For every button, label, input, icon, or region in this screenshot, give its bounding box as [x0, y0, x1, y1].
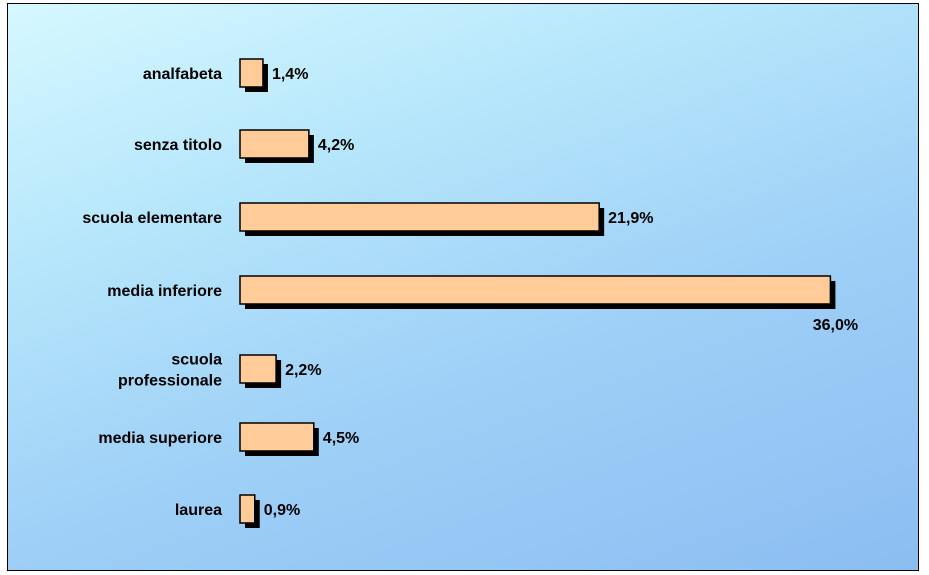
bar-chart: analfabeta 1,4% senza titolo 4,2% scuola ele… [82, 58, 858, 528]
chart-area: analfabeta 1,4% senza titolo 4,2% scuola ele… [7, 3, 919, 571]
value-label: 0,9% [264, 502, 300, 519]
bar [239, 129, 310, 159]
bar [239, 354, 277, 384]
bar-group: senza titolo 4,2% [134, 129, 354, 163]
bar-group: scuola elementare 21,9% [82, 202, 654, 236]
value-label: 1,4% [272, 66, 308, 83]
category-label: laurea [175, 502, 222, 519]
value-label: 21,9% [608, 210, 653, 227]
bar-group: media superiore 4,5% [98, 422, 359, 456]
value-label: 4,5% [323, 430, 359, 447]
category-label: senza titolo [134, 137, 222, 154]
bar-group: media inferiore 36,0% [107, 275, 858, 334]
category-label: analfabeta [143, 66, 222, 83]
category-label: scuola professionale [118, 352, 222, 390]
category-label: scuola elementare [82, 210, 222, 227]
category-label: media superiore [98, 430, 222, 447]
bar-group: analfabeta 1,4% [143, 58, 308, 92]
bar [239, 275, 832, 305]
bar [239, 422, 315, 452]
category-label: media inferiore [107, 283, 222, 300]
bar [239, 494, 256, 524]
bar-group: laurea 0,9% [175, 494, 300, 528]
value-label: 2,2% [285, 362, 321, 379]
bar-group: scuola professionale 2,2% [118, 352, 322, 390]
bar [239, 58, 264, 88]
value-label: 4,2% [318, 137, 354, 154]
bar [239, 202, 600, 232]
value-label: 36,0% [813, 317, 858, 334]
